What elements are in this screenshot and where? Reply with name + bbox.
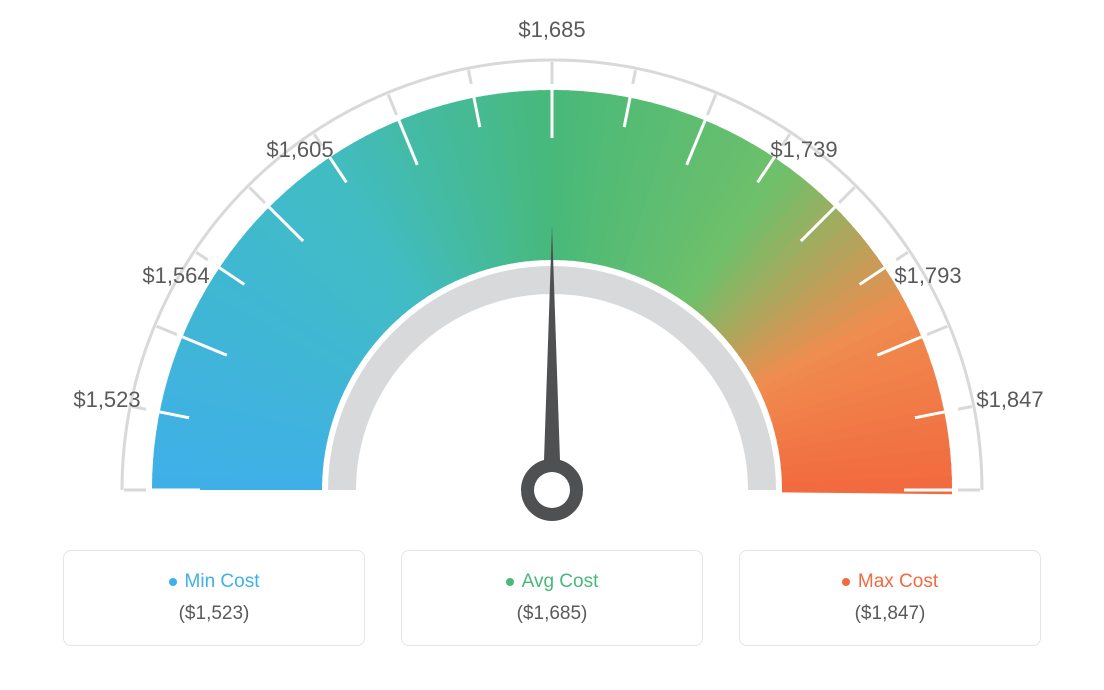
legend-card: Min Cost ($1,523) (63, 550, 365, 646)
gauge-tick-label: $1,685 (518, 17, 585, 43)
legend-dot (169, 578, 177, 586)
gauge-tick-label: $1,793 (894, 263, 961, 289)
legend-title: Max Cost (842, 571, 938, 593)
gauge-tick-label: $1,523 (73, 387, 140, 413)
legend-value: ($1,523) (179, 603, 250, 625)
legend-dot (842, 578, 850, 586)
legend: Min Cost ($1,523) Avg Cost ($1,685) Max Cost… (63, 550, 1041, 646)
legend-label: Min Cost (185, 571, 260, 593)
legend-title: Min Cost (169, 571, 260, 593)
legend-dot (506, 578, 514, 586)
gauge-tick-label: $1,847 (976, 387, 1043, 413)
cost-gauge: $1,523 $1,564 $1,605 $1,685 $1,739 $1,793 $1,8… (52, 0, 1052, 540)
legend-title: Avg Cost (506, 571, 599, 593)
legend-card: Max Cost ($1,847) (739, 550, 1041, 646)
legend-card: Avg Cost ($1,685) (401, 550, 703, 646)
legend-value: ($1,847) (855, 603, 926, 625)
gauge-tick-label: $1,605 (266, 137, 333, 163)
gauge-tick-label: $1,739 (770, 137, 837, 163)
gauge-tick-label: $1,564 (142, 263, 209, 289)
legend-value: ($1,685) (517, 603, 588, 625)
legend-label: Max Cost (858, 571, 938, 593)
legend-label: Avg Cost (522, 571, 599, 593)
